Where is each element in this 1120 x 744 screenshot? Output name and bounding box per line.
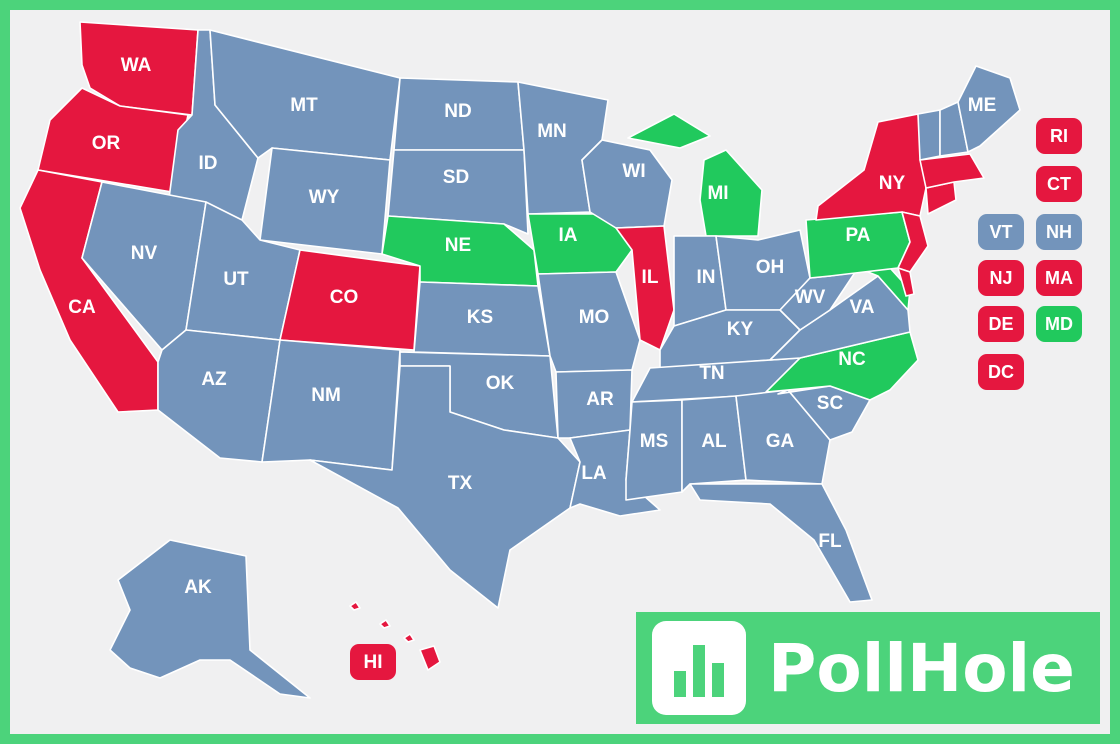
label-WY: WY [309, 187, 340, 208]
label-MO: MO [579, 307, 610, 328]
label-LA: LA [581, 463, 607, 484]
state-AL [681, 395, 747, 493]
label-WA: WA [121, 55, 152, 76]
state-ME [957, 65, 1021, 153]
state-NY [815, 113, 927, 221]
state-AZ [157, 329, 281, 463]
label-AK: AK [184, 577, 212, 598]
us-map: WA OR CA ID NV MT WY UT AZ CO NM ND SD N… [19, 21, 1021, 699]
state-FL [689, 483, 873, 603]
chip-MD: MD [1036, 306, 1082, 342]
label-NV: NV [131, 243, 158, 264]
label-VA: VA [850, 297, 875, 318]
brand-name: PollHole [768, 629, 1075, 707]
brand-logo: PollHole [636, 612, 1100, 724]
label-OK: OK [486, 373, 515, 394]
state-SD [387, 149, 529, 235]
logo-bar-2 [693, 645, 705, 697]
label-AL: AL [701, 431, 727, 452]
state-AK [109, 539, 311, 699]
state-MA [919, 153, 985, 189]
state-TX [309, 365, 581, 609]
state-VA [769, 275, 911, 361]
logo-bar-3 [712, 663, 724, 697]
label-OH: OH [756, 257, 785, 278]
label-TN: TN [699, 363, 724, 384]
label-OR: OR [92, 133, 121, 154]
label-CO: CO [330, 287, 359, 308]
logo-bar-1 [674, 671, 686, 697]
chip-HI-bg [350, 644, 396, 680]
label-IA: IA [559, 225, 578, 246]
chip-MA: MA [1036, 260, 1082, 296]
chip-CT: CT [1036, 166, 1082, 202]
chip-NJ: NJ [978, 260, 1024, 296]
state-DE [897, 267, 915, 297]
state-HI [349, 601, 441, 671]
chip-DC: DC [978, 354, 1024, 390]
state-MI [627, 113, 763, 237]
label-MI: MI [707, 183, 728, 204]
label-AR: AR [586, 389, 614, 410]
label-NE: NE [445, 235, 471, 256]
label-SD: SD [443, 167, 469, 188]
state-NC [765, 331, 919, 401]
label-TX: TX [448, 473, 473, 494]
label-AZ: AZ [201, 369, 227, 390]
chip-VT: VT [978, 214, 1024, 250]
chip-RI: RI [1036, 118, 1082, 154]
chip-NH: NH [1036, 214, 1082, 250]
label-ND: ND [444, 101, 471, 122]
label-WI: WI [622, 161, 645, 182]
label-NM: NM [311, 385, 341, 406]
label-GA: GA [766, 431, 795, 452]
state-WI [581, 139, 673, 229]
label-KS: KS [467, 307, 493, 328]
label-IN: IN [697, 267, 716, 288]
bar-chart-icon [652, 621, 746, 715]
label-KY: KY [727, 319, 754, 340]
label-ID: ID [199, 153, 218, 174]
chip-DE: DE [978, 306, 1024, 342]
label-ME: ME [968, 95, 997, 116]
map-frame: WA OR CA ID NV MT WY UT AZ CO NM ND SD N… [10, 10, 1110, 734]
label-MN: MN [537, 121, 567, 142]
label-UT: UT [223, 269, 249, 290]
label-WV: WV [795, 287, 826, 308]
label-HI: HI [364, 652, 383, 673]
label-SC: SC [817, 393, 844, 414]
state-VT [917, 109, 941, 161]
label-NY: NY [879, 173, 906, 194]
label-MS: MS [640, 431, 669, 452]
label-CA: CA [68, 297, 96, 318]
label-NC: NC [838, 349, 866, 370]
label-MT: MT [290, 95, 318, 116]
label-PA: PA [846, 225, 871, 246]
label-IL: IL [642, 267, 659, 288]
label-FL: FL [818, 531, 842, 552]
